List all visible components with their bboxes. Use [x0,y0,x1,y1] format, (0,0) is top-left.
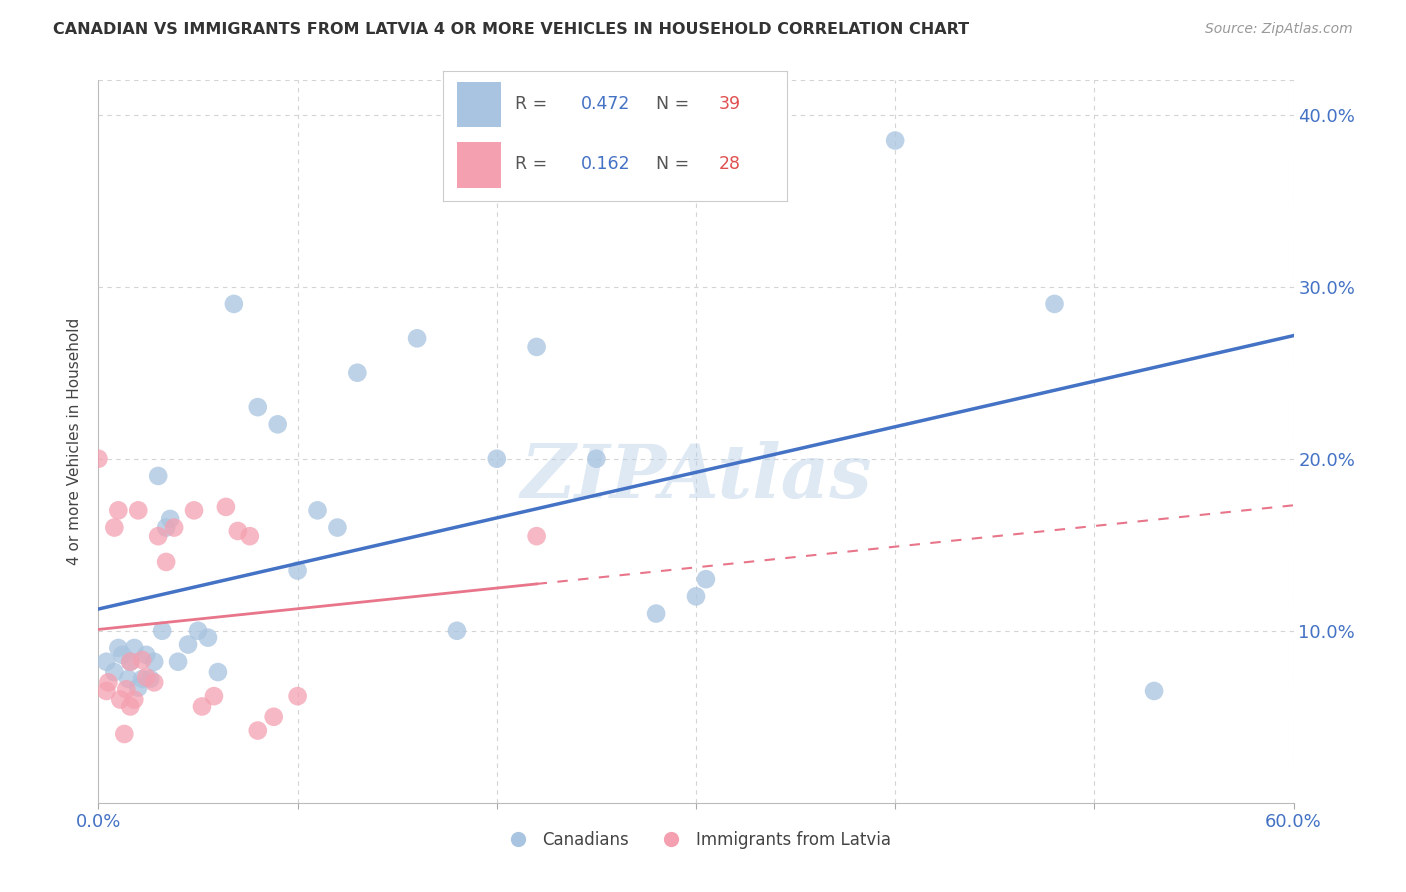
Point [585,451,607,466]
FancyBboxPatch shape [457,143,502,188]
Point [111,648,134,662]
Point [159,512,181,526]
Text: 28: 28 [718,155,741,173]
Point [1143,684,1166,698]
Text: N =: N = [657,95,695,113]
Point [197,631,219,645]
Point [155,520,177,534]
Point [103,665,125,679]
Point [148,529,170,543]
Point [685,590,707,604]
Point [307,503,329,517]
Point [226,524,249,538]
Point [177,638,200,652]
Point [87,451,110,466]
Point [115,682,138,697]
Point [163,520,186,534]
Text: ZIPAtlas: ZIPAtlas [520,442,872,514]
Text: R =: R = [515,95,553,113]
Point [187,624,209,638]
Point [135,648,157,662]
Text: R =: R = [515,155,553,173]
Point [107,503,129,517]
Point [127,503,149,517]
Point [326,520,349,534]
Point [695,572,717,586]
Point [239,529,262,543]
Point [131,653,153,667]
Point [207,665,229,679]
Point [124,692,146,706]
Point [222,297,245,311]
Text: Source: ZipAtlas.com: Source: ZipAtlas.com [1205,22,1353,37]
Point [526,529,548,543]
Text: CANADIAN VS IMMIGRANTS FROM LATVIA 4 OR MORE VEHICLES IN HOUSEHOLD CORRELATION C: CANADIAN VS IMMIGRANTS FROM LATVIA 4 OR … [53,22,970,37]
Point [127,681,149,695]
Point [645,607,668,621]
Point [155,555,177,569]
Point [117,672,139,686]
Point [1043,297,1066,311]
Point [124,640,146,655]
Point [131,672,153,686]
Point [97,675,120,690]
Point [120,655,142,669]
Point [167,655,190,669]
Point [139,672,162,686]
Point [143,655,166,669]
Point [183,503,205,517]
FancyBboxPatch shape [457,82,502,127]
Point [96,655,118,669]
Point [150,624,173,638]
Text: 0.472: 0.472 [581,95,630,113]
Point [110,692,132,706]
Point [96,684,118,698]
Point [143,675,166,690]
Point [135,670,157,684]
Point [103,520,125,534]
Point [246,400,269,414]
Point [346,366,368,380]
Point [485,451,508,466]
Point [406,331,429,345]
Point [287,564,309,578]
Point [202,689,225,703]
Point [267,417,290,432]
Point [263,710,285,724]
Point [446,624,468,638]
Point [287,689,309,703]
Point [215,500,238,514]
Point [120,655,142,669]
Point [246,723,269,738]
Point [120,699,142,714]
Text: N =: N = [657,155,695,173]
Text: 39: 39 [718,95,741,113]
Point [148,469,170,483]
Legend: Canadians, Immigrants from Latvia: Canadians, Immigrants from Latvia [495,824,897,856]
Point [107,640,129,655]
Point [191,699,214,714]
Point [112,727,135,741]
Text: 0.162: 0.162 [581,155,630,173]
Y-axis label: 4 or more Vehicles in Household: 4 or more Vehicles in Household [67,318,83,566]
Point [884,133,907,147]
Point [526,340,548,354]
